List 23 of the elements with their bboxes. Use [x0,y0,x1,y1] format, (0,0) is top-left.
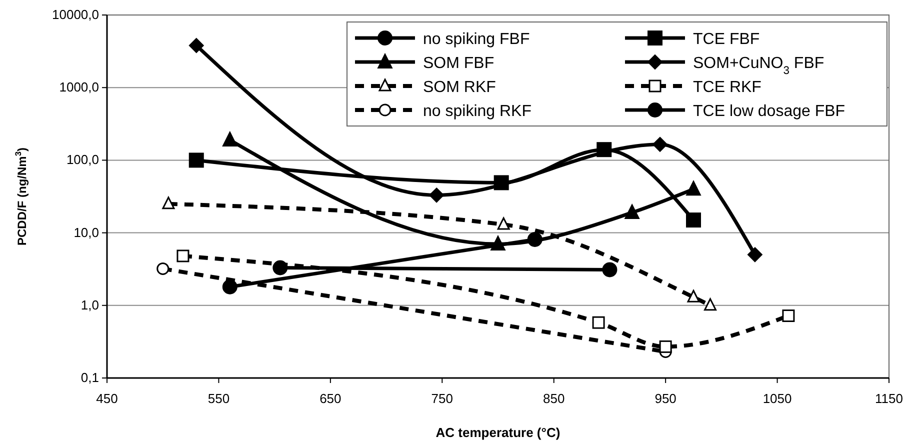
legend-label: SOM FBF [423,55,494,72]
y-tick-label: 10000,0 [52,7,99,22]
legend-label: no spiking RKF [423,103,532,120]
x-tick-label: 550 [208,391,230,406]
legend-label: SOM RKF [423,79,496,96]
legend-label: TCE FBF [693,31,760,48]
legend-label: TCE low dosage FBF [693,103,846,120]
x-tick-label: 650 [320,391,342,406]
x-tick-label: 950 [654,391,676,406]
x-tick-label: 750 [431,391,453,406]
x-tick-label: 850 [543,391,565,406]
y-tick-label: 1,0 [80,297,99,312]
legend-label: no spiking FBF [423,31,530,48]
x-tick-label: 1150 [875,391,903,406]
y-tick-label: 1000,0 [59,80,99,95]
y-tick-label: 100,0 [66,152,99,168]
x-tick-label: 1050 [762,391,792,406]
x-axis-title: AC temperature (°C) [436,425,560,440]
y-tick-label: 0,1 [80,370,99,385]
legend-label: SOM+CuNO$_{3}$ FBF [693,55,824,77]
y-tick-label: 10,0 [74,224,99,240]
legend-label: TCE RKF [693,79,762,96]
x-tick-label: 450 [96,391,118,406]
